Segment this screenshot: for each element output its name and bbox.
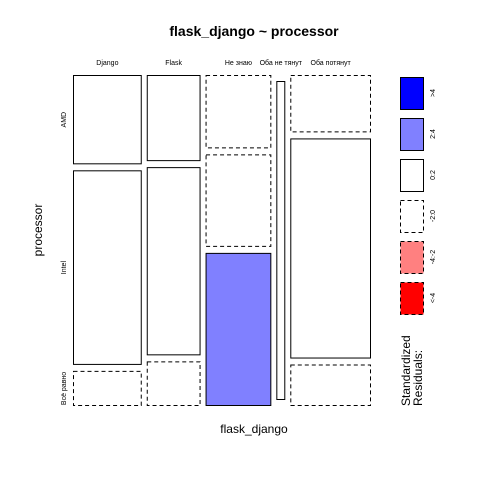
legend-swatch-02 [400,159,424,192]
legend-label-4: >4 [430,89,437,97]
mosaic-cell-оба-потянут-intel [290,138,371,359]
mosaic-cell-оба-потянут-всё-равно [290,364,371,406]
row-label-amd: AMD [61,112,68,128]
legend-label--4: <-4 [430,293,437,303]
row-label-всё-равно: Всё равно [61,372,68,405]
chart-title: flask_django ~ processor [169,23,339,39]
column-label-оба-не-тянут: Оба не тянут [260,59,303,67]
mosaic-cell-не-знаю-всё-равно [205,252,272,406]
legend-swatch--4-2 [400,241,424,274]
legend-label-24: 2:4 [430,129,437,139]
legend-swatch-24 [400,118,424,151]
column-label-django: Django [96,60,118,67]
mosaic-cell-flask-intel [146,167,201,356]
row-label-intel: Intel [61,261,68,275]
y-axis-title: processor [31,204,45,257]
mosaic-cell-не-знаю-amd [205,75,272,149]
mosaic-cell-оба-потянут-amd [290,75,371,133]
legend-swatch--4 [400,282,424,315]
mosaic-cell-django-intel [73,170,142,365]
column-label-flask: Flask [165,60,182,67]
legend-label--20: -2:0 [430,210,437,222]
legend-label--4-2: -4:-2 [430,250,437,265]
legend-swatch-4 [400,77,424,110]
x-axis-title: flask_django [220,422,288,436]
mosaic-cells [73,75,371,407]
column-labels: Django Flask Не знаю Оба не тянут Оба потяну… [96,59,351,67]
mosaic-cell-flask-amd [146,75,201,162]
legend: >4 2:4 0:2 -2:0 -4:-2 <-4 StandardizedResidual… [399,77,437,406]
mosaic-cell-не-знаю-intel [205,154,272,247]
row-labels: AMD Intel Всё равно [61,112,68,405]
mosaic-cell-django-всё-равно [73,370,142,407]
legend-swatch--20 [400,200,424,233]
mosaic-cell-оба-не-тянут-intel [276,81,286,400]
legend-label-02: 0:2 [430,170,437,180]
column-label-оба-потянут: Оба потянут [311,59,352,67]
legend-title: StandardizedResiduals: [399,335,425,406]
mosaic-cell-flask-всё-равно [146,361,201,406]
mosaic-cell-django-amd [73,75,142,165]
column-label-не-знаю: Не знаю [225,60,252,67]
